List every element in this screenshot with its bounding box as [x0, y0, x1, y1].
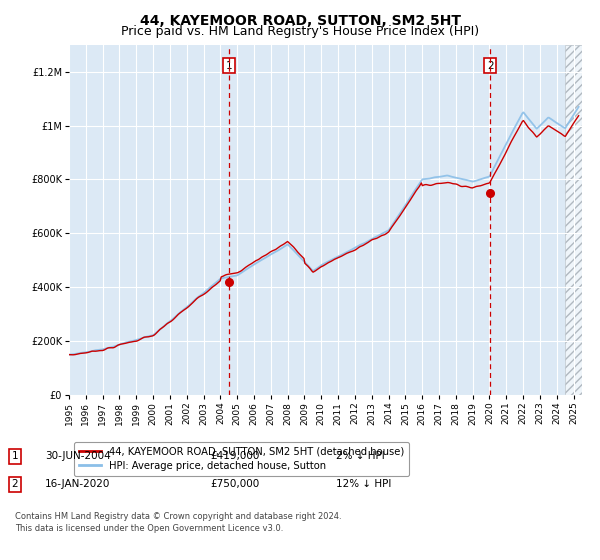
Text: 2: 2	[11, 479, 19, 489]
Text: Contains HM Land Registry data © Crown copyright and database right 2024.
This d: Contains HM Land Registry data © Crown c…	[15, 512, 341, 533]
Text: 2: 2	[487, 61, 493, 71]
Text: 30-JUN-2004: 30-JUN-2004	[45, 451, 111, 461]
Text: 12% ↓ HPI: 12% ↓ HPI	[336, 479, 391, 489]
Text: Price paid vs. HM Land Registry's House Price Index (HPI): Price paid vs. HM Land Registry's House …	[121, 25, 479, 38]
Text: £750,000: £750,000	[210, 479, 259, 489]
Text: 44, KAYEMOOR ROAD, SUTTON, SM2 5HT: 44, KAYEMOOR ROAD, SUTTON, SM2 5HT	[139, 14, 461, 28]
Text: £419,000: £419,000	[210, 451, 259, 461]
Text: 1: 1	[226, 61, 232, 71]
Text: 2% ↓ HPI: 2% ↓ HPI	[336, 451, 385, 461]
Text: 1: 1	[11, 451, 19, 461]
Text: 16-JAN-2020: 16-JAN-2020	[45, 479, 110, 489]
Legend: 44, KAYEMOOR ROAD, SUTTON, SM2 5HT (detached house), HPI: Average price, detache: 44, KAYEMOOR ROAD, SUTTON, SM2 5HT (deta…	[74, 442, 409, 476]
